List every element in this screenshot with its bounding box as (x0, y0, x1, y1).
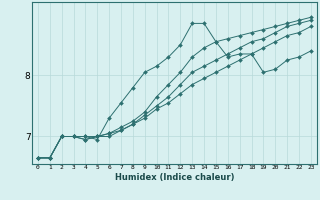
X-axis label: Humidex (Indice chaleur): Humidex (Indice chaleur) (115, 173, 234, 182)
